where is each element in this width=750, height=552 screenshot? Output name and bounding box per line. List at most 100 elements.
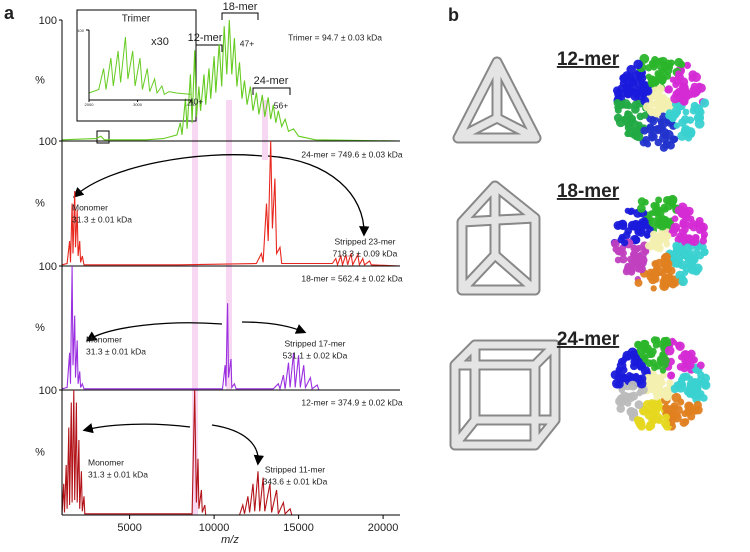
y-tick-label: 100 [39, 261, 57, 273]
atom [671, 135, 679, 143]
atom [692, 378, 701, 387]
atom [672, 241, 681, 250]
atom [669, 76, 677, 83]
atom [666, 379, 674, 387]
atom [666, 64, 674, 71]
atom [629, 222, 638, 231]
atom [670, 384, 680, 394]
x-tick-label: 15000 [283, 522, 314, 534]
atom [650, 285, 657, 292]
atom [696, 83, 706, 93]
atom [655, 71, 665, 81]
atom [653, 202, 660, 209]
atom [628, 373, 636, 381]
x-tick-label: 3000 [133, 102, 143, 107]
atom [639, 138, 648, 147]
spectrum-line [88, 36, 192, 96]
atom [674, 206, 684, 215]
arrow [82, 423, 191, 434]
structure-label: 18-mer [557, 181, 620, 202]
atom [645, 359, 654, 368]
arrow [267, 155, 370, 237]
atom [693, 366, 700, 374]
atom [648, 379, 655, 386]
atom [685, 127, 696, 138]
atom [652, 341, 660, 349]
arrow [85, 322, 223, 342]
arrow [73, 154, 263, 198]
structure-label: 24-mer [557, 329, 620, 350]
atom [685, 249, 694, 258]
atom [671, 412, 682, 423]
atom [616, 404, 625, 413]
atom [699, 243, 707, 251]
atom [701, 378, 708, 386]
atom [653, 394, 660, 401]
annotation: Stripped 11-mer [265, 464, 325, 474]
annotation: Trimer = 94.7 ± 0.03 kDa [288, 32, 382, 42]
atom [682, 263, 692, 273]
atom [678, 376, 685, 384]
y-tick-label: 100 [39, 385, 57, 397]
atom [666, 277, 676, 288]
annotation: 24-mer [254, 75, 289, 87]
y-tick-label: 100 [39, 136, 57, 148]
atom [649, 118, 658, 126]
prism-model [456, 180, 541, 296]
atom [626, 255, 635, 263]
atom [637, 204, 646, 213]
atom [654, 258, 664, 268]
spectrum-line [61, 140, 401, 267]
atom [660, 203, 668, 211]
atom [700, 98, 710, 108]
atom [624, 207, 631, 214]
atom [679, 418, 689, 427]
atom [695, 392, 703, 399]
atom [662, 413, 670, 422]
atom [658, 389, 667, 399]
y-axis-label: % [35, 322, 45, 334]
y-axis-label: % [35, 74, 45, 86]
annotation: 12-mer [188, 32, 223, 44]
atom [645, 423, 654, 432]
y-tick-label: 100 [77, 28, 84, 33]
annotation: 24-mer = 749.6 ± 0.03 kDa [301, 149, 403, 159]
annotation: 31.3 ± 0.01 kDa [72, 214, 132, 224]
atom [622, 267, 631, 276]
atom [665, 196, 674, 205]
bracket [221, 12, 259, 20]
atom [660, 98, 670, 108]
atom [660, 281, 668, 290]
atom [649, 347, 657, 356]
atom [643, 102, 653, 112]
atom [627, 347, 638, 358]
atom [636, 112, 645, 121]
guide-band [226, 100, 232, 390]
annotation: x30 [151, 36, 169, 48]
atom [658, 118, 668, 129]
atom [631, 71, 642, 81]
atom [625, 392, 635, 403]
atom [627, 380, 638, 391]
atom [693, 263, 703, 274]
atom [623, 90, 632, 98]
annotation: 12-mer = 374.9 ± 0.02 kDa [301, 397, 403, 407]
atom [682, 361, 691, 369]
annotation: 531.1 ± 0.02 kDa [283, 350, 348, 360]
atom [675, 256, 684, 264]
atom [664, 259, 673, 269]
atom [686, 116, 695, 124]
atom [690, 101, 699, 111]
atom [615, 366, 623, 373]
atom [645, 73, 652, 80]
atom [634, 278, 643, 287]
atom [696, 221, 703, 228]
atom [634, 400, 644, 410]
atom [669, 114, 677, 123]
atom [634, 79, 644, 89]
annotation: 18-mer [223, 1, 258, 13]
annotation: Stripped 17-mer [285, 338, 346, 348]
atom [662, 237, 670, 244]
panel-label: a [4, 3, 15, 23]
atom [612, 378, 622, 389]
